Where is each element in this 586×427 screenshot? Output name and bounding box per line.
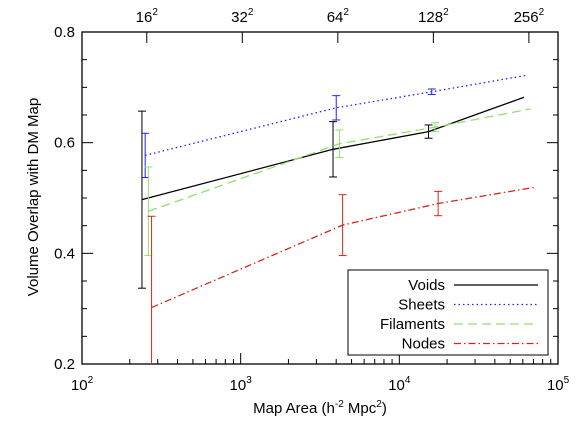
top-tick-label: 322 (231, 7, 254, 26)
top-tick-label: 642 (327, 7, 350, 26)
x-tick-label: 103 (230, 375, 253, 394)
x-axis-label: Map Area (h-2 Mpc2) (253, 399, 387, 417)
legend-label-filaments: Filaments (380, 316, 445, 333)
series-line-sheets (145, 74, 528, 157)
legend-label-voids: Voids (408, 277, 445, 294)
y-tick-label: 0.2 (54, 356, 75, 373)
series-line-voids (141, 96, 525, 201)
x-tick-label: 102 (71, 375, 94, 394)
series-line-filaments (148, 108, 531, 212)
y-axis-label: Volume Overlap with DM Map (25, 98, 42, 296)
y-tick-label: 0.6 (54, 135, 75, 152)
x-tick-label: 105 (547, 375, 570, 394)
y-tick-label: 0.8 (54, 24, 75, 41)
top-tick-label: 162 (136, 7, 159, 26)
top-tick-label: 2562 (514, 7, 545, 26)
top-tick-label: 1282 (418, 7, 449, 26)
plot-area: 102 103 104 105 162 322 642 1282 2562 0.2 0.4 0.6 0.… (54, 7, 570, 394)
series-line-nodes (151, 186, 534, 309)
x-tick-label: 104 (388, 375, 411, 394)
legend-label-sheets: Sheets (398, 297, 445, 314)
legend-label-nodes: Nodes (402, 336, 445, 353)
legend-box (347, 269, 549, 356)
y-tick-label: 0.4 (54, 245, 75, 262)
